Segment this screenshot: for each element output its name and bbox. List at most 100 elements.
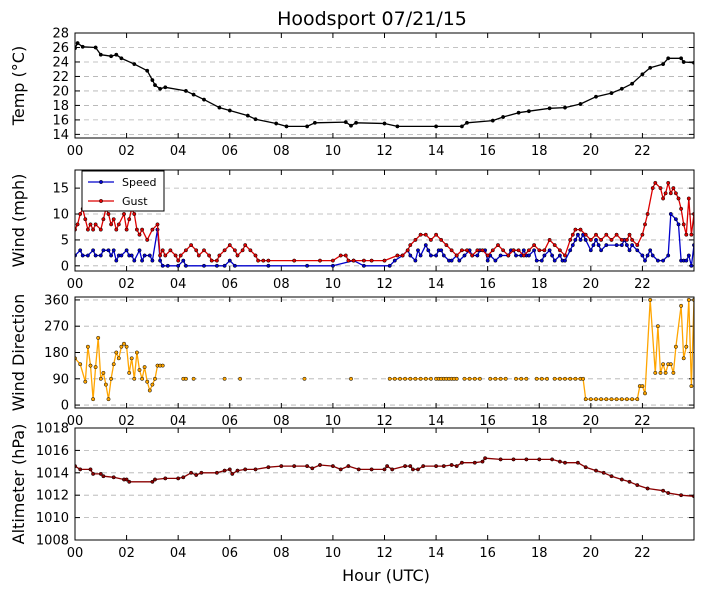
x-tick-label: 20 (583, 414, 600, 429)
x-tick-label: 10 (325, 144, 342, 159)
data-point-gust (178, 253, 183, 258)
data-point-speed (330, 263, 335, 268)
data-point-direction (122, 341, 126, 346)
x-tick-label: 22 (634, 277, 651, 292)
data-point-speed (594, 237, 598, 242)
data-point-gust (88, 222, 93, 227)
data-point-gust (395, 253, 400, 258)
data-point-altimeter (537, 457, 542, 462)
data-point-temp (75, 41, 80, 46)
data-point-temp (93, 45, 98, 50)
data-point-temp (227, 108, 232, 113)
y-tick-label: 1016 (36, 444, 69, 459)
data-point-altimeter (619, 477, 624, 482)
data-point-speed (514, 253, 518, 258)
x-tick-label: 08 (273, 277, 290, 292)
data-point-direction (418, 376, 423, 381)
data-point-direction (408, 376, 413, 381)
data-point-altimeter (480, 459, 485, 464)
data-point-direction (477, 376, 482, 381)
data-point-gust (568, 237, 573, 242)
data-point-temp (630, 81, 635, 86)
data-point-gust (673, 191, 678, 196)
data-point-direction (673, 344, 678, 349)
data-point-direction (398, 376, 402, 381)
data-point-gust (449, 248, 454, 253)
x-tick-label: 10 (325, 277, 342, 292)
data-point-gust (155, 222, 160, 227)
data-point-direction (462, 376, 467, 381)
x-tick-label: 06 (221, 546, 238, 561)
data-point-direction (392, 376, 397, 381)
data-point-temp (217, 105, 222, 110)
data-point-gust (209, 258, 214, 263)
data-point-speed (557, 253, 562, 258)
data-point-direction (630, 397, 635, 402)
x-tick-label: 18 (531, 414, 548, 429)
x-tick-label: 12 (376, 277, 393, 292)
data-point-speed (150, 258, 155, 263)
data-point-direction (681, 356, 686, 361)
x-tick-label: 20 (583, 144, 600, 159)
data-point-gust (459, 248, 464, 253)
data-point-speed (563, 258, 567, 263)
data-point-direction (658, 370, 663, 375)
data-point-speed (426, 248, 431, 253)
data-point-gust (163, 253, 168, 258)
x-tick-label: 18 (531, 144, 548, 159)
data-point-direction (588, 397, 593, 402)
series-group (75, 41, 694, 129)
data-point-temp (349, 123, 353, 128)
data-point-direction (191, 376, 196, 381)
data-point-speed (109, 253, 114, 258)
data-point-gust (661, 196, 666, 201)
series-line-direction (554, 299, 694, 400)
data-point-gust (106, 212, 111, 216)
data-point-gust (158, 253, 163, 258)
data-point-temp (145, 68, 150, 73)
data-point-direction (545, 376, 549, 381)
data-point-gust (132, 212, 137, 216)
data-point-direction (127, 370, 132, 375)
x-tick-label: 20 (583, 546, 600, 561)
data-point-speed (114, 258, 119, 263)
x-tick-label: 08 (273, 144, 290, 159)
data-point-speed (457, 258, 462, 263)
data-point-speed (214, 263, 219, 268)
data-point-direction (111, 362, 116, 367)
data-point-altimeter (127, 479, 132, 484)
data-point-speed (591, 243, 596, 248)
y-tick-label: 1010 (36, 511, 69, 526)
data-point-speed (673, 217, 678, 222)
data-point-direction (114, 350, 119, 355)
data-point-gust (650, 186, 655, 191)
data-point-direction (428, 376, 433, 381)
data-point-gust (619, 237, 624, 242)
data-point-direction (498, 376, 503, 381)
data-point-direction (88, 363, 93, 368)
data-point-gust (116, 222, 121, 227)
data-point-speed (630, 243, 635, 248)
data-point-direction (101, 370, 106, 375)
data-point-speed (521, 248, 526, 253)
data-point-direction (583, 397, 588, 402)
legend-marker-gust (99, 199, 103, 203)
data-point-altimeter (403, 464, 408, 469)
data-point-speed (547, 248, 552, 253)
data-point-direction (403, 376, 408, 381)
data-point-speed (485, 258, 490, 263)
data-point-temp (526, 109, 531, 114)
data-point-gust (588, 237, 593, 242)
data-point-gust (640, 232, 645, 237)
y-tick-label: 10 (52, 208, 69, 223)
data-point-direction (93, 365, 98, 370)
data-point-temp (547, 106, 552, 111)
data-point-gust (91, 227, 96, 232)
chart-title: Hoodsport 07/21/15 (277, 8, 467, 30)
data-point-gust (681, 222, 686, 227)
data-point-altimeter (111, 475, 116, 480)
data-point-altimeter (601, 470, 606, 475)
data-point-direction (534, 376, 539, 381)
data-point-direction (134, 350, 139, 355)
data-point-gust (490, 248, 495, 253)
